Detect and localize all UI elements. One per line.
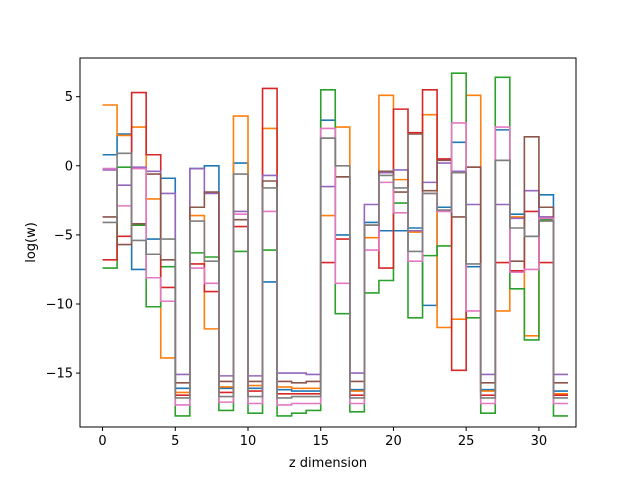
x-tick-label: 5 (171, 434, 179, 449)
y-tick-label: −5 (54, 228, 73, 243)
y-tick-label: −15 (46, 367, 73, 382)
series-line-8 (102, 137, 568, 399)
x-tick-label: 20 (385, 434, 402, 449)
plot-frame (79, 57, 577, 428)
x-tick-label: 30 (531, 434, 548, 449)
y-tick-label: −10 (46, 298, 73, 313)
series-line-7 (102, 122, 568, 406)
y-axis-ticks: −15 −10 −5 0 5 (46, 90, 80, 382)
y-axis-label: log(w) (24, 222, 39, 263)
series-layer (102, 72, 568, 417)
y-tick-label: 0 (65, 159, 73, 174)
x-tick-label: 10 (240, 434, 257, 449)
y-tick-label: 5 (65, 90, 73, 105)
plot-background (80, 58, 576, 427)
x-axis-label: z dimension (289, 456, 367, 471)
x-tick-label: 15 (312, 434, 329, 449)
x-tick-label: 0 (98, 434, 106, 449)
series-line-4 (102, 87, 568, 397)
x-tick-label: 25 (458, 434, 475, 449)
x-axis-ticks: 0 5 10 15 20 25 30 (98, 427, 547, 449)
